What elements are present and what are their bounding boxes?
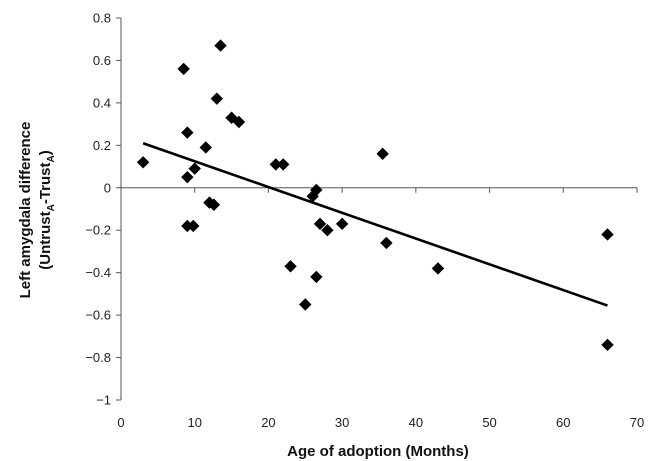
data-point xyxy=(601,338,614,352)
x-axis-title: Age of adoption (Months) xyxy=(287,443,469,460)
data-point xyxy=(431,262,445,275)
y-axis-title-part: ) xyxy=(37,150,54,155)
y-tick-label: −0.2 xyxy=(85,223,111,238)
data-point xyxy=(601,228,614,241)
y-tick-label: 0.4 xyxy=(93,95,111,110)
y-tick-label: −0.6 xyxy=(85,308,111,323)
data-point xyxy=(376,147,389,161)
data-point xyxy=(199,141,212,154)
x-tick-label: 50 xyxy=(482,415,496,430)
y-axis-title-part: -Trust xyxy=(37,162,54,204)
y-tick-label: −1 xyxy=(96,393,111,408)
data-point xyxy=(187,219,200,233)
data-point xyxy=(321,224,334,237)
data-point xyxy=(232,115,246,129)
data-point xyxy=(299,298,312,311)
data-point xyxy=(181,170,194,184)
y-tick-label: 0 xyxy=(104,180,111,195)
x-tick-label: 20 xyxy=(261,415,275,430)
data-point xyxy=(380,236,393,250)
x-tick-label: 40 xyxy=(409,415,423,430)
y-axis-title-line1: Left amygdala difference xyxy=(17,122,34,299)
y-axis-title-part: (Untrust xyxy=(37,211,54,269)
x-axis: 0 10 20 30 40 50 60 70 xyxy=(117,187,644,430)
y-axis-title: Left amygdala difference (UntrustA-Trust… xyxy=(17,122,57,299)
y-tick-label: 0.2 xyxy=(93,138,111,153)
data-point xyxy=(284,260,297,273)
y-tick-label: 0.8 xyxy=(93,11,111,26)
trendline xyxy=(142,141,608,307)
data-point xyxy=(177,62,190,76)
x-tick-label: 30 xyxy=(335,415,349,430)
data-point xyxy=(306,190,319,203)
data-point xyxy=(203,196,216,209)
data-point xyxy=(136,156,150,169)
data-point xyxy=(214,39,227,52)
data-point xyxy=(207,198,221,211)
y-axis-title-subscript: A xyxy=(46,204,57,211)
y-axis-title-subscript: A xyxy=(46,155,57,162)
y-tick-label: −0.8 xyxy=(85,350,111,365)
data-point xyxy=(210,92,224,105)
y-tick-label: 0.6 xyxy=(93,53,111,68)
data-point xyxy=(313,217,327,231)
data-point xyxy=(269,158,282,171)
data-point xyxy=(188,162,201,175)
x-tick-label: 0 xyxy=(117,415,124,430)
data-point xyxy=(335,217,349,231)
y-axis-title-line2: (UntrustA-TrustA) xyxy=(37,150,57,269)
y-axis: 0.8 0.6 0.4 0.2 0 −0.2 −0.4 −0.6 −0.8 −1 xyxy=(85,11,122,408)
x-tick-label: 60 xyxy=(556,415,570,430)
data-points xyxy=(136,39,614,352)
trendline-group xyxy=(142,141,608,307)
y-tick-label: −0.4 xyxy=(85,265,111,280)
x-tick-label: 70 xyxy=(630,415,644,430)
data-point xyxy=(310,270,323,284)
data-point xyxy=(276,158,290,171)
x-tick-label: 10 xyxy=(187,415,201,430)
data-point xyxy=(181,126,194,139)
data-point xyxy=(310,183,323,197)
